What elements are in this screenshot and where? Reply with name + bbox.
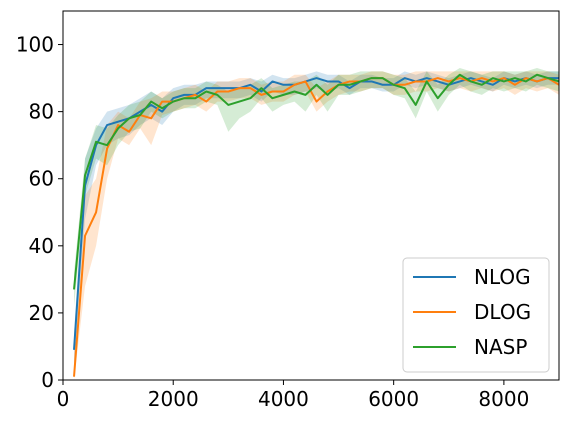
x-tick-label: 8000 xyxy=(478,387,529,411)
y-tick-label: 100 xyxy=(16,33,54,57)
legend-box xyxy=(402,257,550,373)
plot-frame xyxy=(62,10,560,381)
x-tick-label: 4000 xyxy=(258,387,309,411)
y-tick-label: 20 xyxy=(29,301,54,325)
y-tick-label: 60 xyxy=(29,167,54,191)
legend-label-nasp: NASP xyxy=(474,335,527,359)
y-tick-label: 80 xyxy=(29,100,54,124)
y-tick-label: 0 xyxy=(41,368,54,392)
series-lines xyxy=(73,73,560,377)
legend-label-dlog: DLOG xyxy=(474,300,531,324)
y-tick-label: 40 xyxy=(29,234,54,258)
x-axis: 0 2000 4000 6000 8000 xyxy=(57,380,529,411)
line-nasp xyxy=(73,73,560,290)
y-axis: 0 20 40 60 80 100 xyxy=(16,33,63,392)
x-tick-label: 2000 xyxy=(148,387,199,411)
line-dlog xyxy=(73,77,560,377)
legend-label-nlog: NLOG xyxy=(474,265,531,289)
x-tick-label: 6000 xyxy=(368,387,419,411)
x-tick-label: 0 xyxy=(57,387,70,411)
line-nlog xyxy=(73,77,559,350)
legend: NLOG DLOG NASP xyxy=(402,257,550,373)
